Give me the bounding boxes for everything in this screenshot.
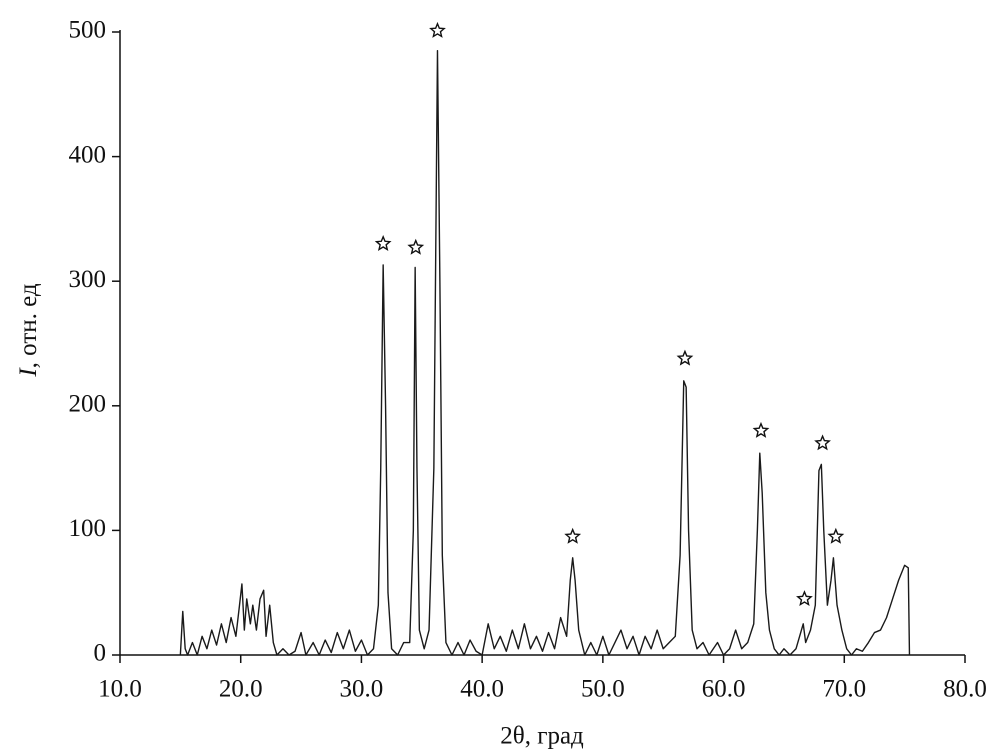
x-tick-label: 60.0 — [702, 676, 746, 703]
peak-marker — [752, 421, 770, 438]
y-axis-label-symbol: I — [15, 367, 42, 378]
pattern-line — [179, 49, 911, 656]
peak-marker — [814, 434, 831, 451]
x-tick-label: 20.0 — [219, 676, 263, 703]
peak-marker — [676, 349, 694, 366]
peak-marker — [374, 234, 392, 251]
x-axis-label: 2θ, град — [500, 723, 584, 750]
peak-marker — [564, 527, 582, 544]
y-tick-label: 400 — [69, 141, 107, 168]
x-tick-label: 80.0 — [943, 676, 987, 703]
x-tick-label: 50.0 — [581, 676, 625, 703]
y-tick-label: 300 — [69, 266, 107, 293]
peak-marker — [429, 21, 446, 38]
x-tick-label: 10.0 — [98, 676, 142, 703]
peak-marker — [827, 527, 845, 544]
peak-marker — [407, 238, 425, 255]
peak-marker — [796, 590, 813, 607]
y-axis-label: I, отн. ед — [15, 283, 42, 378]
x-tick-label: 30.0 — [340, 676, 384, 703]
x-tick-label: 40.0 — [460, 676, 504, 703]
y-tick-label: 200 — [69, 391, 107, 418]
y-tick-label: 0 — [94, 640, 107, 667]
x-tick-label: 70.0 — [822, 676, 866, 703]
y-axis-label-text: , отн. ед — [15, 283, 42, 368]
y-tick-label: 100 — [69, 515, 107, 542]
y-tick-label: 500 — [69, 17, 107, 44]
